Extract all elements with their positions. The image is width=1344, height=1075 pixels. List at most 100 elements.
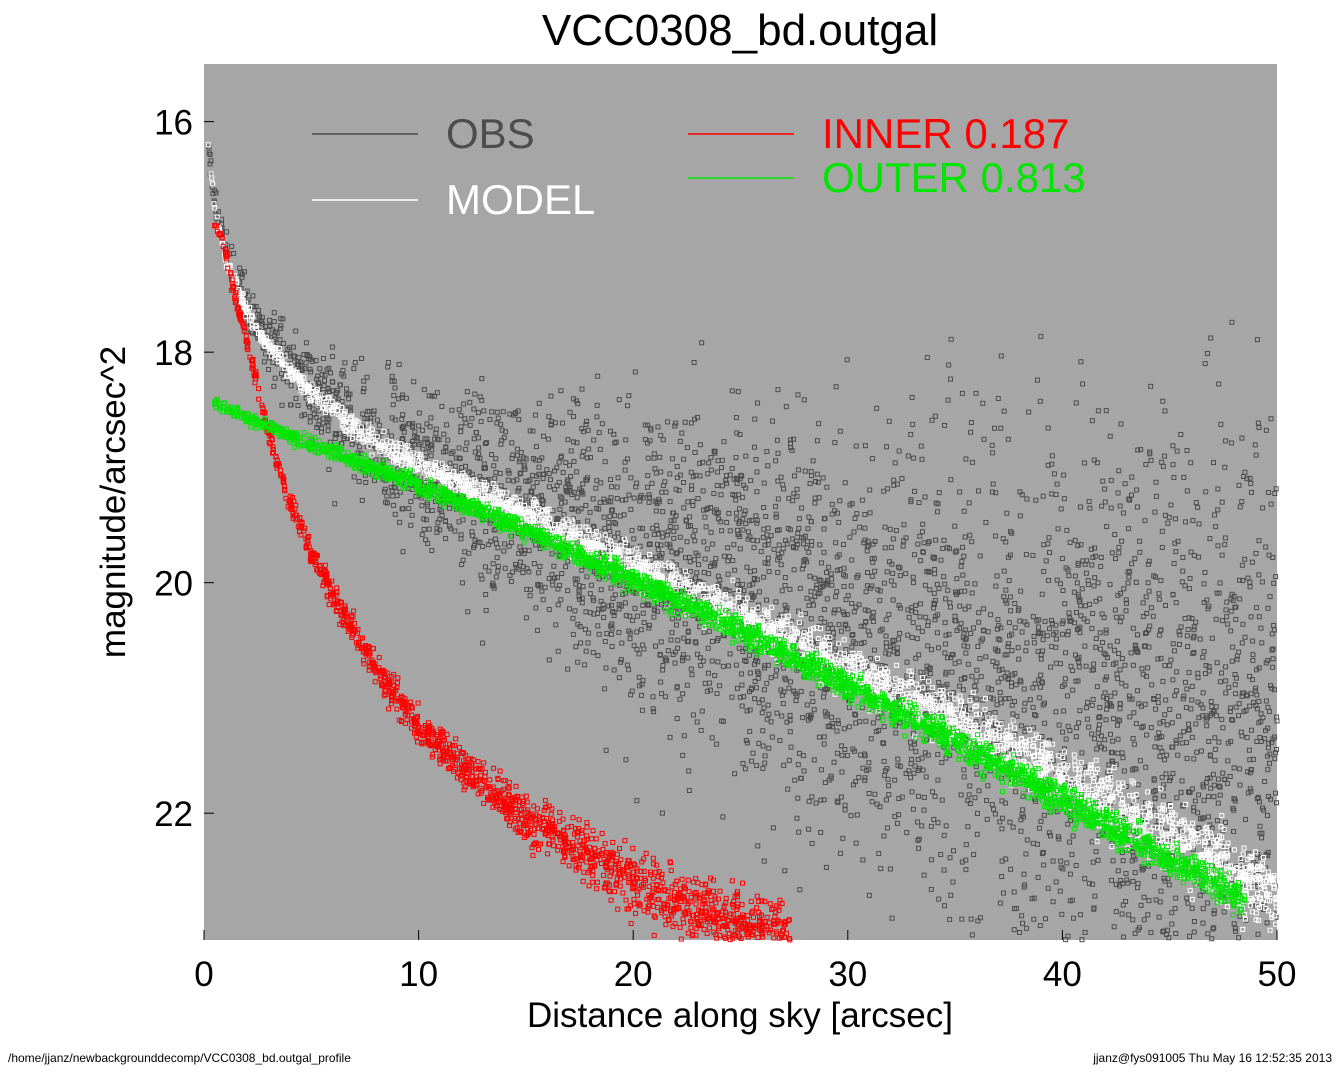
data-point [568, 474, 574, 480]
data-point [1155, 700, 1161, 706]
data-point [1056, 722, 1062, 728]
data-point [645, 601, 651, 607]
data-point [830, 635, 836, 641]
data-point [490, 580, 496, 586]
data-point [1002, 652, 1008, 658]
data-point [517, 559, 523, 565]
data-point [664, 532, 670, 538]
data-point [508, 578, 514, 584]
data-point [801, 558, 807, 564]
data-point [776, 527, 782, 533]
data-point [862, 751, 868, 757]
data-point [975, 643, 981, 649]
data-point [968, 630, 974, 636]
data-point [691, 359, 697, 365]
data-point [1067, 539, 1073, 545]
data-point [1228, 608, 1234, 614]
data-point [657, 652, 663, 658]
data-point [1215, 486, 1221, 492]
data-point [486, 568, 492, 574]
data-point [961, 508, 967, 514]
data-point [539, 588, 545, 594]
data-point [1140, 723, 1146, 729]
data-point [549, 571, 555, 577]
data-point [419, 503, 425, 509]
data-point [344, 386, 350, 392]
data-point [1041, 700, 1047, 706]
data-point [904, 659, 910, 665]
data-point [749, 687, 755, 693]
data-point [1103, 408, 1109, 414]
data-point [555, 648, 561, 654]
data-point [738, 472, 744, 478]
data-point [1093, 635, 1099, 641]
data-point [335, 396, 341, 402]
data-point [1087, 505, 1093, 511]
data-point [1129, 561, 1135, 567]
data-point [945, 655, 951, 661]
data-point [765, 702, 771, 708]
data-point [990, 450, 996, 456]
data-point [834, 750, 840, 756]
data-point [1191, 624, 1197, 630]
data-point [961, 774, 967, 780]
data-point [518, 449, 524, 455]
data-point [913, 655, 919, 661]
data-point [854, 511, 860, 517]
data-point [1061, 472, 1067, 478]
data-point [873, 729, 879, 735]
data-point [752, 416, 758, 422]
data-point [769, 418, 775, 424]
data-point [852, 515, 858, 521]
data-point [1016, 656, 1022, 662]
data-point [459, 580, 465, 586]
data-point [632, 369, 638, 375]
data-point [773, 673, 779, 679]
data-point [682, 419, 688, 425]
data-point [1217, 679, 1223, 685]
data-point [680, 691, 686, 697]
data-point [1172, 906, 1178, 912]
data-point [736, 645, 742, 651]
data-point [831, 630, 837, 636]
data-point [917, 533, 923, 539]
data-point [295, 402, 301, 408]
data-point [330, 379, 336, 385]
data-point [1098, 733, 1104, 739]
data-point [753, 457, 759, 463]
data-point [737, 546, 743, 552]
data-point [1222, 861, 1228, 867]
data-point [1247, 703, 1253, 709]
data-point [834, 589, 840, 595]
data-point [1191, 649, 1197, 655]
data-point [1247, 786, 1253, 792]
data-point [1009, 631, 1015, 637]
data-point [1254, 605, 1260, 611]
data-point [950, 879, 956, 885]
data-point [1059, 556, 1065, 562]
data-point [732, 590, 738, 596]
data-point [909, 789, 915, 795]
data-point [522, 547, 528, 553]
data-point [660, 662, 666, 668]
data-point [967, 532, 973, 538]
data-point [761, 705, 767, 711]
data-point [833, 594, 839, 600]
data-point [1095, 580, 1101, 586]
data-point [1192, 798, 1198, 804]
data-point [856, 774, 862, 780]
data-point [301, 352, 307, 358]
data-point [1119, 538, 1125, 544]
data-point [966, 792, 972, 798]
data-point [972, 795, 978, 801]
data-point [1047, 626, 1053, 632]
data-point [692, 450, 698, 456]
data-point [1090, 554, 1096, 560]
data-point [983, 519, 989, 525]
data-point [1092, 736, 1098, 742]
data-point [1024, 837, 1030, 843]
data-point [897, 630, 903, 636]
data-point [975, 918, 981, 924]
data-point [943, 641, 949, 647]
data-point [688, 666, 694, 672]
